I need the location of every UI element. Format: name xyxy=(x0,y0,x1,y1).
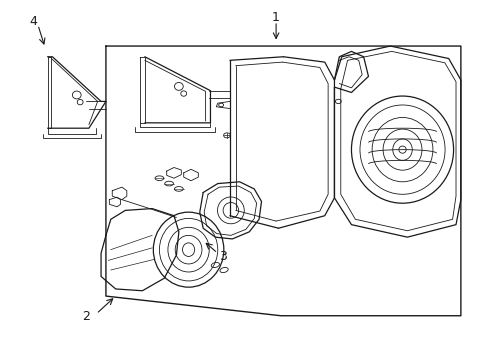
Text: 3: 3 xyxy=(218,250,226,263)
Text: 2: 2 xyxy=(82,310,90,323)
Ellipse shape xyxy=(398,146,406,153)
Text: 4: 4 xyxy=(29,14,37,27)
Text: 1: 1 xyxy=(272,11,280,24)
